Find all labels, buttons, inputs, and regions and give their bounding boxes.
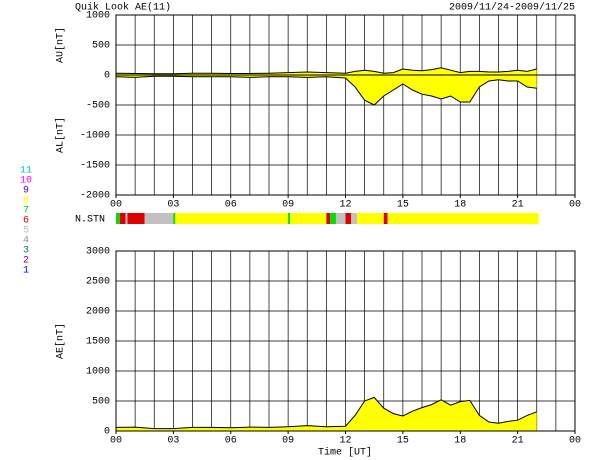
x-tick-label: 15 bbox=[397, 436, 409, 447]
y-tick-label: 2500 bbox=[86, 277, 110, 288]
chart-subtitle: 2009/11/24-2009/11/25 bbox=[449, 2, 575, 14]
x-tick-label: 06 bbox=[225, 436, 237, 447]
x-tick-label: 03 bbox=[167, 436, 179, 447]
x-tick-label: 18 bbox=[454, 200, 466, 211]
x-tick-label: 15 bbox=[397, 200, 409, 211]
y-tick-label: -2000 bbox=[80, 191, 110, 202]
legend-label: 6 bbox=[23, 216, 29, 227]
station-segment bbox=[290, 213, 327, 224]
legend-label: 2 bbox=[23, 256, 29, 267]
y-tick-label: -1000 bbox=[80, 131, 110, 142]
x-tick-label: 18 bbox=[454, 436, 466, 447]
station-segment bbox=[175, 213, 289, 224]
x-tick-label: 00 bbox=[569, 436, 581, 447]
y-tick-label: 500 bbox=[92, 397, 110, 408]
station-segment bbox=[356, 213, 384, 224]
station-segment bbox=[387, 213, 539, 224]
station-segment bbox=[288, 213, 291, 224]
y-tick-label: 1000 bbox=[86, 367, 110, 378]
x-axis-label: Time [UT] bbox=[318, 447, 372, 459]
station-segment bbox=[119, 213, 126, 224]
x-tick-label: 00 bbox=[110, 436, 122, 447]
legend-label: 8 bbox=[23, 196, 29, 207]
x-tick-label: 09 bbox=[282, 436, 294, 447]
station-segment bbox=[125, 213, 128, 224]
y-tick-label: -1500 bbox=[80, 161, 110, 172]
legend-label: 11 bbox=[20, 166, 32, 177]
y-tick-label: 1000 bbox=[86, 11, 110, 22]
plot-frame bbox=[115, 250, 576, 432]
legend-label: 4 bbox=[23, 236, 29, 247]
x-tick-label: 21 bbox=[512, 200, 524, 211]
x-tick-label: 12 bbox=[339, 436, 351, 447]
x-tick-label: 00 bbox=[569, 200, 581, 211]
strip-label: N.STN bbox=[75, 215, 105, 226]
chart-title: Quik Look AE(11) bbox=[75, 2, 171, 14]
station-segment bbox=[351, 213, 357, 224]
station-segment bbox=[144, 213, 174, 224]
series-line bbox=[115, 396, 537, 430]
station-segment bbox=[127, 213, 145, 224]
y-axis-label: AU[nT] bbox=[55, 27, 67, 63]
legend-label: 10 bbox=[20, 176, 32, 187]
y-tick-label: -500 bbox=[86, 101, 110, 112]
area-fill bbox=[116, 397, 537, 431]
legend-label: 3 bbox=[23, 246, 29, 257]
y-tick-label: 1500 bbox=[86, 337, 110, 348]
area-fill bbox=[116, 75, 537, 105]
y-axis-label: AE[nT] bbox=[55, 323, 67, 359]
plot-frame bbox=[115, 14, 576, 196]
series-line bbox=[115, 75, 537, 106]
station-segment bbox=[345, 213, 352, 224]
station-segment bbox=[335, 213, 346, 224]
station-segment bbox=[326, 213, 331, 224]
legend-label: 7 bbox=[23, 206, 29, 217]
legend-label: 1 bbox=[23, 266, 29, 277]
station-segment bbox=[383, 213, 388, 224]
y-tick-label: 3000 bbox=[86, 247, 110, 258]
x-tick-label: 06 bbox=[225, 200, 237, 211]
station-segment bbox=[116, 213, 120, 224]
y-tick-label: 0 bbox=[104, 71, 110, 82]
legend-label: 9 bbox=[23, 186, 29, 197]
y-tick-label: 500 bbox=[92, 41, 110, 52]
x-tick-label: 03 bbox=[167, 200, 179, 211]
legend-label: 5 bbox=[23, 226, 29, 237]
station-segment bbox=[173, 213, 176, 224]
x-tick-label: 12 bbox=[339, 200, 351, 211]
y-axis-label: AL[nT] bbox=[55, 117, 67, 153]
y-tick-label: 2000 bbox=[86, 307, 110, 318]
x-tick-label: 09 bbox=[282, 200, 294, 211]
station-segment bbox=[330, 213, 336, 224]
series-line bbox=[115, 67, 537, 75]
x-tick-label: 21 bbox=[512, 436, 524, 447]
x-tick-label: 00 bbox=[110, 200, 122, 211]
y-tick-label: 0 bbox=[104, 427, 110, 438]
